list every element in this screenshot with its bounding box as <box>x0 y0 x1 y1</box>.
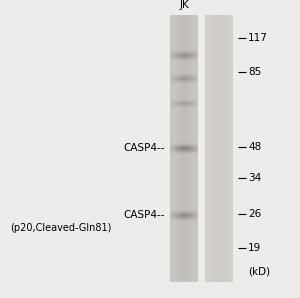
Text: (p20,Cleaved-Gln81): (p20,Cleaved-Gln81) <box>10 223 111 233</box>
Text: 117: 117 <box>248 33 268 43</box>
Text: 48: 48 <box>248 142 261 152</box>
Text: 19: 19 <box>248 243 261 253</box>
Text: 85: 85 <box>248 67 261 77</box>
Text: 34: 34 <box>248 173 261 183</box>
Text: CASP4--: CASP4-- <box>124 210 165 220</box>
Text: JK: JK <box>179 0 189 10</box>
Text: 26: 26 <box>248 209 261 219</box>
Text: (kD): (kD) <box>248 267 270 277</box>
Text: CASP4--: CASP4-- <box>124 143 165 153</box>
